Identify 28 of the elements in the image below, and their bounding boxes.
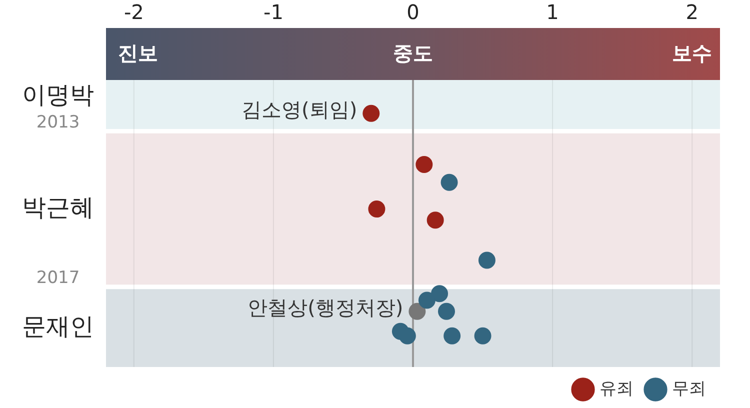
x-tick-label: 1 (546, 0, 559, 24)
x-tick-label: -2 (124, 0, 144, 24)
point (418, 292, 436, 309)
x-tick-label: 2 (686, 0, 698, 24)
point (426, 212, 444, 229)
x-tick-label: 0 (406, 0, 420, 24)
annotation: 안철상(행정처장) (248, 296, 404, 320)
point (431, 285, 448, 302)
point (408, 302, 426, 320)
band-label: 박근혜 (22, 193, 94, 222)
point (368, 200, 386, 218)
point (398, 327, 416, 344)
point (444, 327, 461, 344)
point (416, 156, 433, 174)
annotation: 김소영(퇴임) (242, 98, 358, 122)
x-tick-label: -1 (263, 0, 284, 24)
text: 2017 (36, 268, 80, 288)
text: 2013 (36, 112, 80, 132)
band-label: 문재인 (22, 312, 94, 340)
legend-label: 무죄 (672, 378, 706, 399)
point (438, 302, 455, 320)
point (440, 174, 458, 191)
point (474, 327, 492, 344)
point (478, 252, 496, 269)
legend-label: 유죄 (600, 378, 634, 399)
gradient-strip: 진보 중도 보수 (106, 28, 720, 80)
point (362, 104, 380, 122)
band-label: 이명박 (22, 81, 94, 110)
